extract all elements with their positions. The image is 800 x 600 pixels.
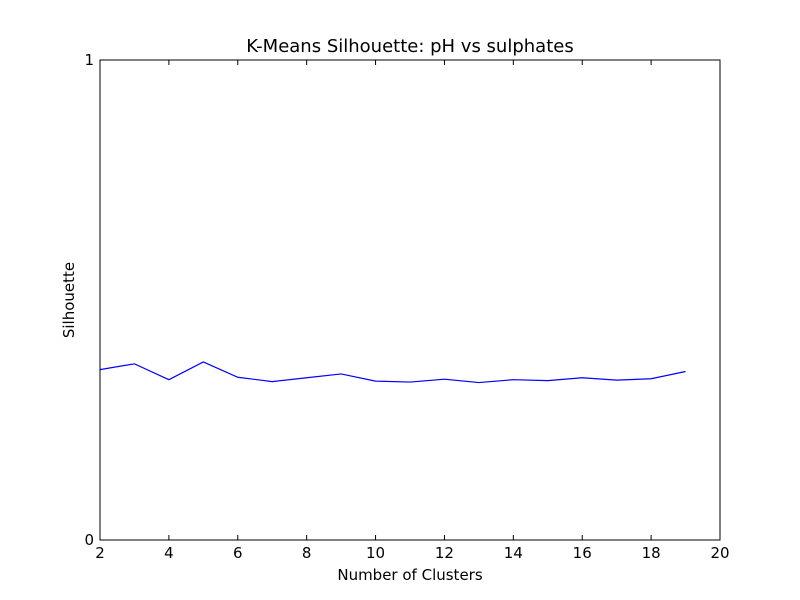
x-tick-label: 16	[573, 544, 592, 562]
plot-background	[100, 60, 720, 540]
series-line-0	[99, 361, 686, 384]
plot-area	[99, 59, 721, 541]
x-tick-label: 2	[95, 544, 105, 562]
y-axis-label: Silhouette	[60, 262, 78, 338]
chart-title: K-Means Silhouette: pH vs sulphates	[246, 36, 573, 57]
x-tick-label: 18	[642, 544, 661, 562]
x-tick-label: 10	[366, 544, 385, 562]
x-tick-label: 14	[504, 544, 523, 562]
x-tick-label: 4	[164, 544, 174, 562]
x-axis: 2 4 6 8 10 12 14 16 18 20	[95, 60, 730, 562]
x-tick-label: 12	[435, 544, 454, 562]
x-tick-label: 8	[302, 544, 312, 562]
y-tick-label: 0	[84, 531, 94, 549]
x-tick-label: 20	[710, 544, 729, 562]
x-axis-label: Number of Clusters	[337, 566, 482, 584]
y-tick-label: 1	[84, 51, 94, 69]
plot-frame	[99, 59, 721, 541]
x-tick-label: 6	[233, 544, 243, 562]
y-axis: 01	[84, 51, 720, 549]
